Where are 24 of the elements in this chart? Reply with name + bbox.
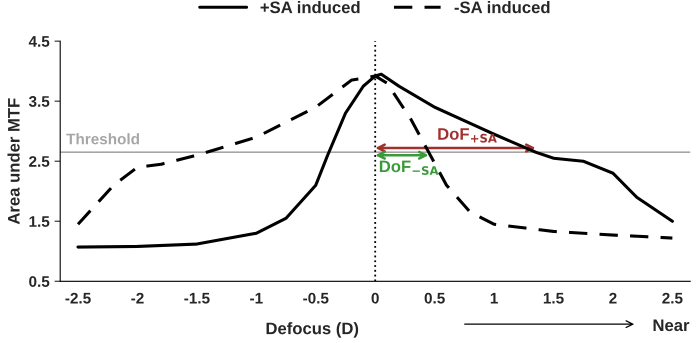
text: Near [654,320,690,332]
x-tick-label: -2 [131,292,144,304]
y-tick-label: 3.5 [28,96,50,107]
x-tick-label: 0.5 [424,292,445,304]
annotation: DoF$_{−SA}$ [380,160,438,175]
x-tick-label: -1.5 [184,292,210,304]
y-axis-title: Area under MTF [7,98,20,224]
legend-label: -SA induced [454,1,550,14]
x-axis-title: Defocus (D) [266,322,358,338]
y-tick-label: 0.5 [29,276,50,287]
y-tick-label: 2.5 [29,156,50,167]
x-tick-label: -0.5 [303,292,329,304]
y-tick-label: 4.5 [28,36,50,47]
x-tick-label: -1 [250,292,263,304]
x-tick-label: 1.5 [544,292,564,304]
x-tick-label: 2.5 [662,292,683,304]
x-tick-label: -2.5 [65,292,91,304]
ref-line-label: Threshold [66,133,139,144]
x-tick-label: 2 [609,292,617,304]
x-tick-label: 0 [372,292,379,304]
annotation: DoF$_{+SA}$ [438,128,497,143]
x-tick-label: 1 [490,292,498,304]
legend-label: +SA induced [260,1,360,14]
y-tick-label: 1.5 [30,216,50,227]
